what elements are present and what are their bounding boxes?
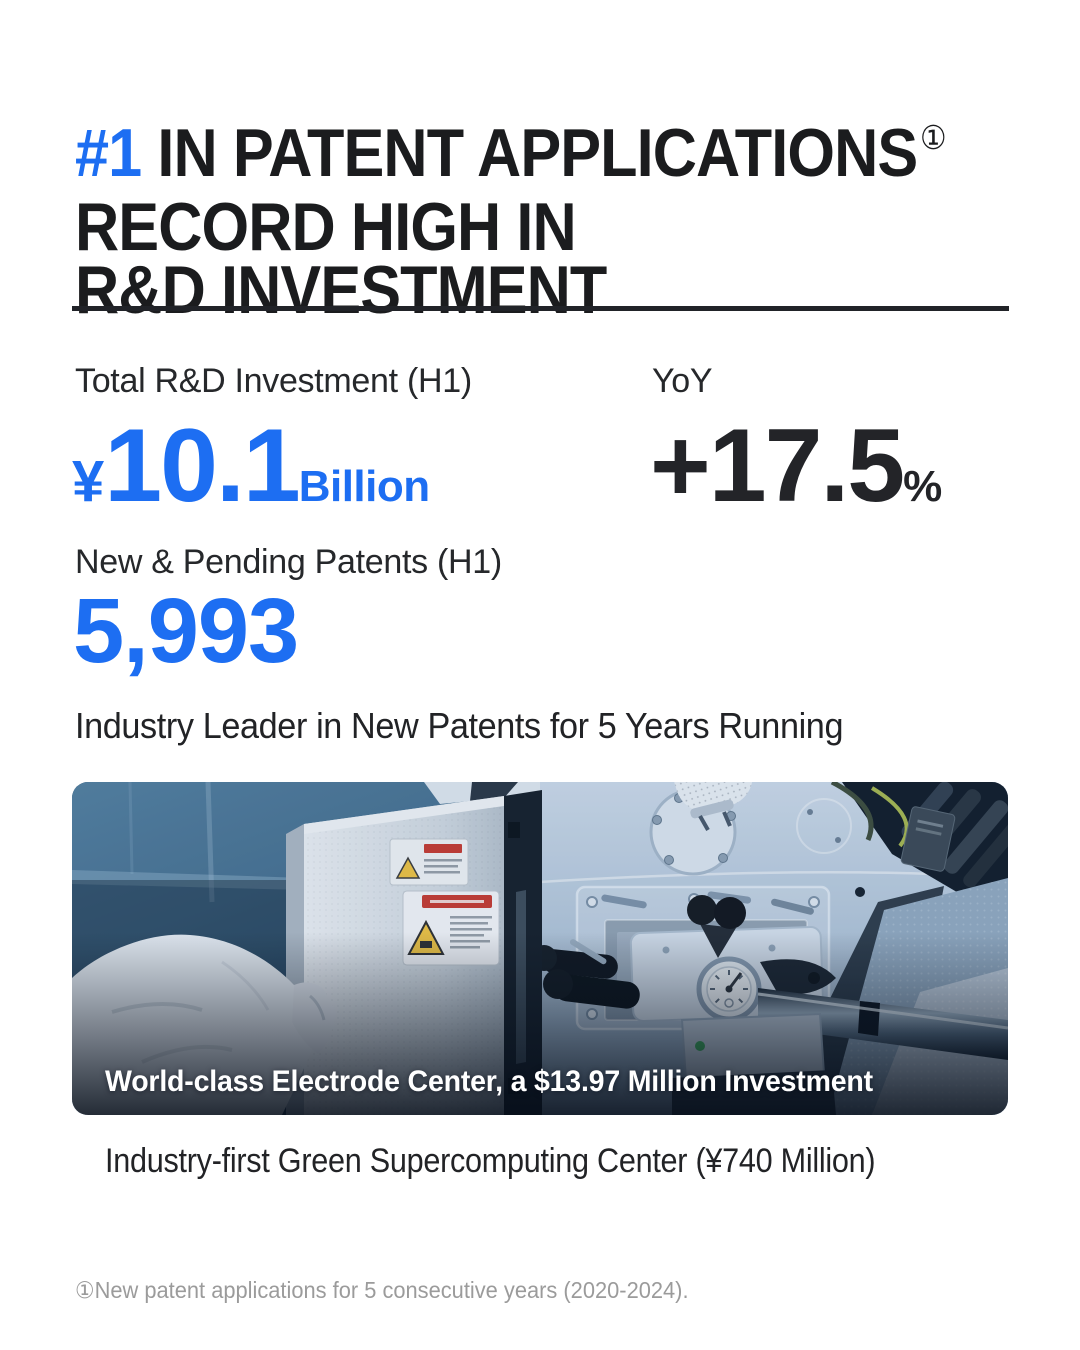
warning-label-small	[389, 838, 469, 886]
currency-symbol: ¥	[72, 449, 105, 514]
footnote-marker: ①	[920, 118, 947, 156]
lab-photo-illustration	[72, 782, 1008, 1115]
rd-investment-unit: Billion	[298, 462, 430, 511]
industry-leader-line: Industry Leader in New Patents for 5 Yea…	[75, 705, 844, 746]
patents-value: 5,993	[73, 580, 299, 682]
rd-investment-number: 10.1	[104, 408, 300, 524]
title-line-1-text: IN PATENT APPLICATIONS	[141, 114, 918, 191]
patents-label: New & Pending Patents (H1)	[75, 543, 502, 581]
page-title: #1 IN PATENT APPLICATIONS① RECORD HIGH I…	[75, 118, 1044, 328]
lab-photo: World-class Electrode Center, a $13.97 M…	[72, 782, 1008, 1115]
supercomputing-caption: Industry-first Green Supercomputing Cent…	[105, 1142, 876, 1180]
title-line-2: RECORD HIGH IN	[75, 188, 577, 265]
rd-investment-label: Total R&D Investment (H1)	[75, 362, 472, 400]
yoy-number: +17.5	[650, 408, 905, 524]
yoy-label: YoY	[652, 362, 713, 400]
yoy-unit: %	[903, 462, 943, 511]
title-line-3: R&D INVESTMENT	[75, 251, 607, 328]
footnote-text: ①New patent applications for 5 consecuti…	[75, 1277, 689, 1303]
title-rank-highlight: #1	[75, 114, 142, 191]
rd-investment-value: ¥10.1Billion	[72, 414, 430, 537]
divider-rule	[72, 306, 1009, 311]
yoy-value: +17.5%	[650, 414, 943, 537]
title-line-1: #1 IN PATENT APPLICATIONS①	[75, 118, 947, 196]
photo-caption: World-class Electrode Center, a $13.97 M…	[105, 1065, 873, 1098]
